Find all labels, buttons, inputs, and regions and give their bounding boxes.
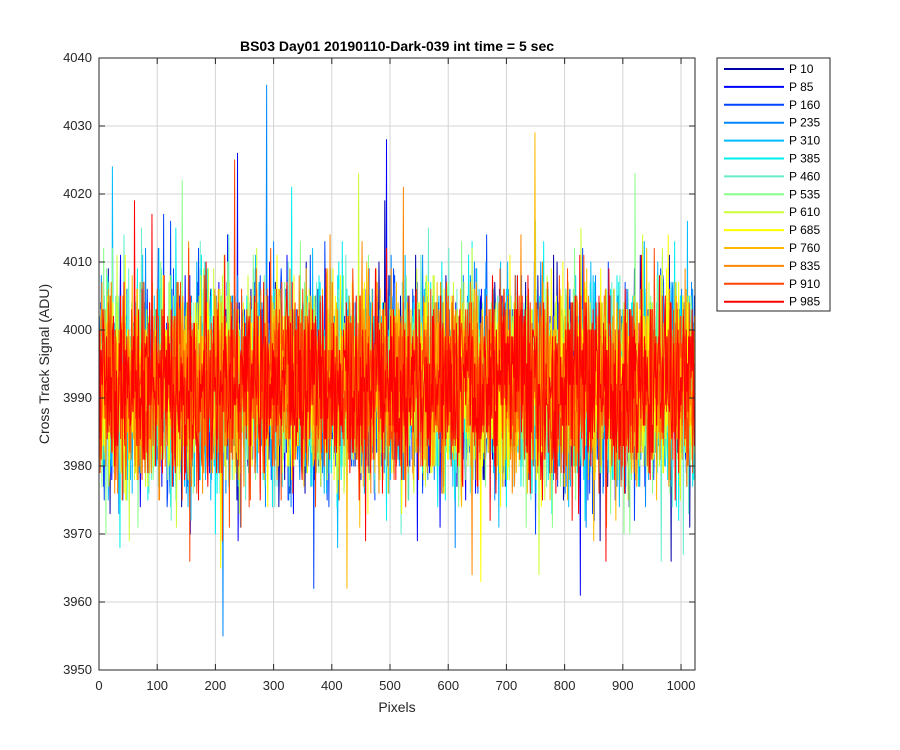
y-tick-label: 3990 [63, 390, 92, 405]
y-tick-label: 4020 [63, 186, 92, 201]
x-tick-label: 300 [263, 678, 285, 693]
y-tick-label: 3950 [63, 662, 92, 677]
x-tick-label: 500 [379, 678, 401, 693]
x-tick-label: 400 [321, 678, 343, 693]
legend: P 10 P 85 P 160 P 235 P 310 P 385 P 460 P 535 P … [716, 57, 831, 312]
legend-label: P 10 [789, 62, 814, 76]
legend-label: P 610 [789, 205, 820, 219]
legend-label: P 160 [789, 98, 820, 112]
legend-label: P 85 [789, 80, 814, 94]
y-tick-label: 3980 [63, 458, 92, 473]
plot-area-frame [98, 57, 696, 671]
y-axis-label: Cross Track Signal (ADU) [36, 284, 52, 444]
legend-label: P 460 [789, 169, 820, 183]
legend-box [716, 57, 831, 312]
axis-ticks: 0 100 200 300 400 500 600 700 800 900 1000 3950 3960… [63, 50, 695, 693]
y-tick-label: 4040 [63, 50, 92, 65]
legend-entries: P 10 P 85 P 160 P 235 P 310 P 385 P 460 P 535 P … [724, 62, 820, 309]
x-tick-label: 700 [496, 678, 518, 693]
x-tick-label: 800 [554, 678, 576, 693]
legend-label: P 685 [789, 223, 820, 237]
x-tick-label: 200 [205, 678, 227, 693]
legend-label: P 985 [789, 295, 820, 309]
y-tick-label: 4000 [63, 322, 92, 337]
y-tick-label: 4010 [63, 254, 92, 269]
legend-label: P 910 [789, 277, 820, 291]
x-tick-label: 900 [612, 678, 634, 693]
y-tick-label: 4030 [63, 118, 92, 133]
y-tick-label: 3970 [63, 526, 92, 541]
legend-label: P 235 [789, 116, 820, 130]
series-lines [99, 84, 696, 637]
legend-label: P 835 [789, 259, 820, 273]
x-tick-label: 0 [95, 678, 102, 693]
x-tick-label: 1000 [667, 678, 696, 693]
legend-label: P 535 [789, 187, 820, 201]
legend-label: P 310 [789, 134, 820, 148]
legend-label: P 760 [789, 241, 820, 255]
x-tick-label: 600 [437, 678, 459, 693]
series-line [99, 200, 696, 562]
x-axis-label: Pixels [378, 699, 415, 715]
legend-label: P 385 [789, 152, 820, 166]
chart-title: BS03 Day01 20190110-Dark-039 int time = … [240, 38, 554, 54]
x-tick-label: 100 [146, 678, 168, 693]
y-tick-label: 3960 [63, 594, 92, 609]
